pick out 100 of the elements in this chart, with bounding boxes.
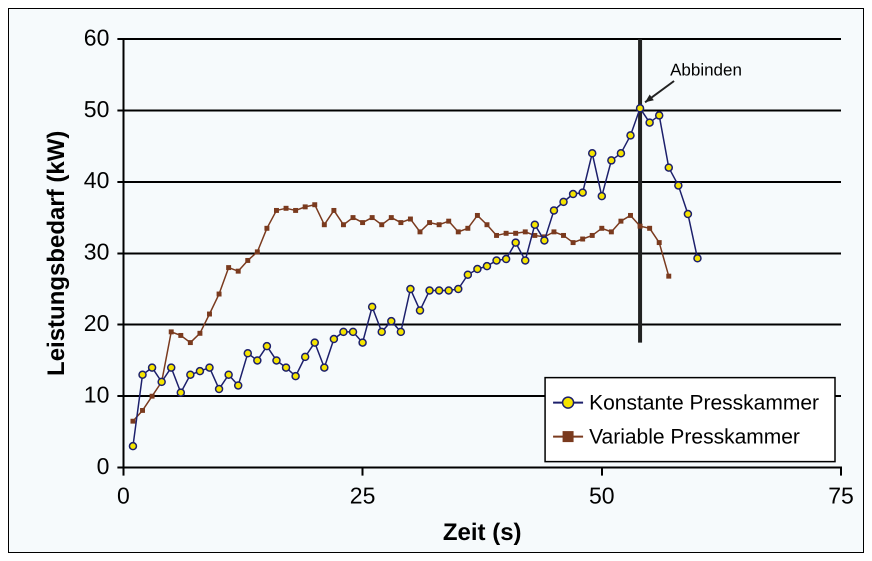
- point: [396, 328, 406, 336]
- point: [358, 338, 367, 347]
- point: [340, 222, 346, 228]
- point: [559, 198, 568, 206]
- point: [578, 188, 587, 197]
- x-tick-label: 50: [588, 482, 615, 509]
- point: [416, 306, 424, 315]
- point: [674, 181, 683, 190]
- point: [628, 212, 633, 218]
- point: [494, 232, 500, 238]
- point: [254, 249, 260, 254]
- point: [654, 111, 664, 120]
- point: [418, 229, 422, 234]
- point: [274, 208, 279, 213]
- point: [618, 218, 624, 224]
- point: [377, 328, 386, 336]
- point: [645, 118, 654, 127]
- point: [456, 229, 461, 234]
- point: [216, 292, 222, 296]
- y-tick-label: 20: [84, 310, 110, 336]
- point: [473, 264, 482, 274]
- point: [474, 212, 480, 218]
- point: [570, 240, 576, 246]
- point: [425, 286, 434, 295]
- point: [226, 265, 232, 270]
- point: [454, 284, 463, 294]
- point: [310, 338, 319, 347]
- point: [502, 254, 510, 264]
- point: [176, 388, 186, 397]
- point: [434, 286, 444, 295]
- point: [511, 238, 520, 247]
- point: [330, 334, 338, 344]
- point: [647, 226, 652, 231]
- point: [504, 230, 509, 236]
- point: [626, 131, 635, 140]
- point: [302, 204, 308, 210]
- point: [224, 370, 233, 379]
- legend-label: Konstante Presskammer: [589, 391, 820, 414]
- point: [150, 394, 155, 399]
- point: [244, 349, 252, 358]
- point: [638, 224, 643, 229]
- point: [128, 442, 138, 450]
- point: [387, 316, 396, 326]
- point: [607, 156, 616, 165]
- y-tick-label: 60: [84, 24, 110, 50]
- point: [188, 340, 193, 346]
- point: [513, 230, 518, 236]
- point: [465, 226, 470, 231]
- point: [205, 363, 214, 372]
- point: [588, 149, 596, 158]
- point: [264, 226, 270, 231]
- y-axis-title: Leistungsbedarf (kW): [43, 130, 70, 376]
- point: [370, 215, 375, 220]
- point: [236, 268, 241, 274]
- point: [186, 370, 195, 379]
- point: [148, 363, 156, 372]
- point: [360, 220, 366, 226]
- point: [693, 254, 702, 263]
- point: [262, 342, 272, 350]
- point: [550, 206, 558, 215]
- point: [408, 216, 413, 222]
- point: [348, 328, 358, 336]
- point: [272, 356, 281, 365]
- legend-label: Variable Presskammer: [589, 425, 800, 448]
- point: [684, 210, 692, 218]
- point: [568, 190, 578, 198]
- point: [207, 312, 212, 316]
- point: [339, 328, 348, 336]
- point: [166, 363, 176, 372]
- point: [484, 222, 490, 228]
- point: [291, 372, 300, 380]
- y-tick-label: 50: [84, 96, 110, 122]
- x-tick-label: 25: [350, 482, 376, 509]
- point: [444, 286, 453, 295]
- point: [284, 206, 289, 211]
- point: [282, 363, 290, 372]
- point: [322, 222, 327, 228]
- point: [532, 232, 538, 238]
- y-tick-label: 40: [84, 167, 110, 194]
- y-tick-label: 10: [84, 382, 110, 408]
- point: [492, 256, 501, 265]
- point: [656, 240, 662, 246]
- point: [130, 418, 136, 424]
- point: [293, 208, 298, 213]
- point: [551, 229, 556, 234]
- point: [388, 215, 394, 220]
- point: [530, 220, 540, 229]
- x-tick-label: 0: [116, 482, 130, 509]
- point: [666, 274, 672, 279]
- point: [300, 352, 310, 362]
- point: [599, 226, 604, 231]
- point: [196, 366, 204, 376]
- point: [406, 284, 415, 294]
- point: [616, 149, 626, 158]
- point: [214, 384, 224, 394]
- point: [234, 381, 242, 390]
- point: [140, 408, 145, 413]
- point: [636, 104, 644, 113]
- y-tick-label: 30: [84, 238, 110, 265]
- point: [368, 302, 376, 312]
